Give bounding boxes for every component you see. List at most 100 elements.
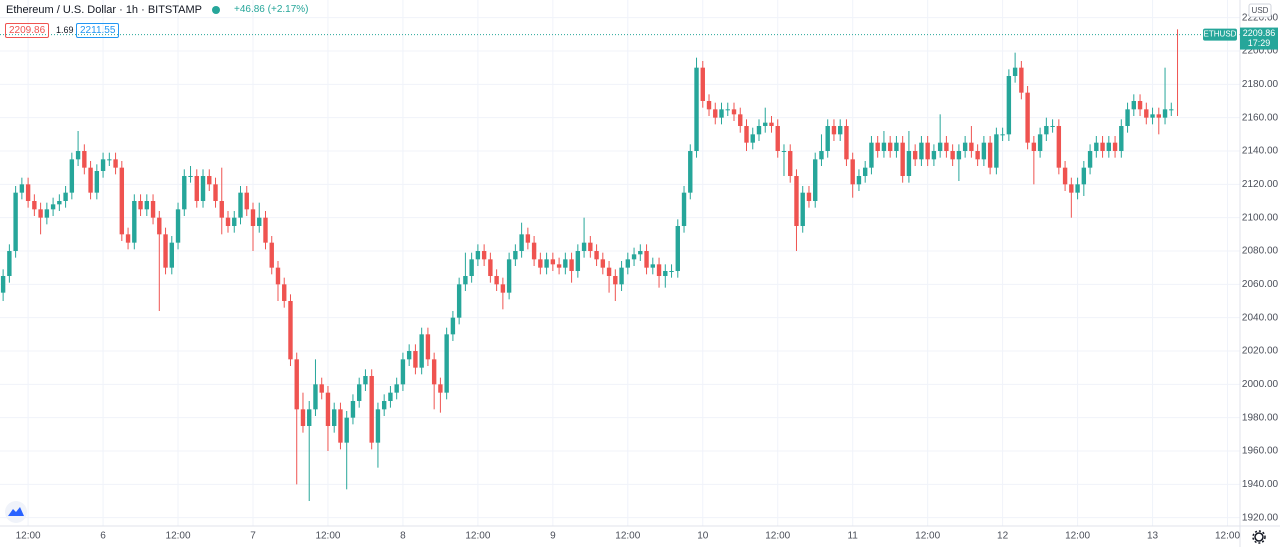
- candle-body: [931, 151, 937, 160]
- candle-body: [781, 151, 787, 152]
- bid[interactable]: 2209.86: [5, 23, 50, 38]
- candle-body: [1150, 114, 1155, 118]
- candle-body: [175, 209, 181, 243]
- candle-body: [775, 126, 780, 151]
- candle-body: [469, 259, 474, 276]
- candle-body: [506, 259, 512, 293]
- candle-body: [975, 151, 980, 160]
- candle-body: [625, 259, 631, 268]
- candle-body: [856, 176, 862, 185]
- candle-body: [1156, 114, 1161, 118]
- candle-body: [213, 184, 218, 201]
- candle-body: [581, 242, 587, 251]
- y-tick-label: 2120.00: [1242, 179, 1279, 190]
- candle-body: [862, 167, 868, 176]
- grid: [0, 0, 1240, 526]
- x-tick-label: 12:00: [1215, 531, 1240, 542]
- candle-body: [869, 142, 874, 168]
- candle-body: [1137, 101, 1143, 110]
- y-tick-label: 2080.00: [1242, 246, 1279, 257]
- x-tick-label: 12:00: [615, 531, 640, 542]
- candle-body: [906, 151, 912, 176]
- currency: USD: [1252, 6, 1269, 15]
- candle-body: [1112, 142, 1118, 151]
- candle-body: [13, 192, 18, 251]
- candle-body: [606, 267, 612, 276]
- candle-body: [25, 184, 31, 201]
- candle-body: [1031, 142, 1037, 151]
- candle-body: [94, 171, 100, 193]
- candle-body: [688, 151, 693, 193]
- candle-body: [850, 159, 855, 185]
- candle-body: [513, 251, 518, 260]
- candle-body: [1044, 126, 1049, 135]
- candle-body: [1094, 142, 1099, 151]
- x-tick-label: 12:00: [915, 531, 940, 542]
- candle-body: [282, 284, 287, 301]
- candle-body: [950, 151, 955, 160]
- candle-body: [1056, 126, 1062, 168]
- candle-body: [394, 384, 399, 393]
- candle-body: [994, 134, 999, 168]
- candle-body: [138, 201, 143, 210]
- candle-body: [257, 217, 262, 226]
- x-tick-label: 11: [847, 531, 858, 542]
- price-tag-text: 2209.86: [1243, 28, 1276, 38]
- x-tick-label: 8: [400, 531, 406, 542]
- candle-body: [294, 359, 299, 410]
- candle-body: [1037, 134, 1043, 151]
- candle-body: [375, 409, 381, 443]
- candle-body: [57, 201, 62, 205]
- candle-body: [525, 234, 531, 243]
- candle-body: [400, 359, 406, 385]
- candle-body: [706, 101, 712, 110]
- x-tick-label: 10: [697, 531, 709, 542]
- candle-body: [463, 276, 468, 285]
- candle-body: [1162, 109, 1168, 118]
- candle-body: [275, 267, 281, 285]
- candle-body: [731, 109, 737, 115]
- candle-body: [19, 184, 25, 193]
- candle-body: [1019, 67, 1024, 93]
- candle-body: [481, 251, 487, 260]
- candle-body: [332, 409, 337, 426]
- candle-body: [806, 192, 812, 201]
- candle-body: [887, 142, 893, 151]
- y-tick-label: 2180.00: [1242, 79, 1279, 90]
- candle-body: [925, 142, 930, 160]
- candle-body: [669, 271, 674, 272]
- candle-body: [769, 122, 774, 126]
- candle-body: [350, 401, 356, 418]
- candle-body: [494, 276, 499, 285]
- candle-body: [113, 159, 118, 168]
- candle-body: [969, 142, 974, 151]
- candle-body: [881, 142, 887, 151]
- y-tick-label: 2160.00: [1242, 112, 1279, 123]
- x-tick-label: 12:00: [166, 531, 191, 542]
- candle-body: [444, 334, 449, 393]
- candle-body: [163, 234, 168, 268]
- candle-body: [419, 334, 424, 368]
- candle-body: [919, 142, 924, 160]
- candle-body: [681, 192, 687, 226]
- x-tick-label: 6: [100, 531, 106, 542]
- candle-body: [225, 217, 231, 226]
- candle-body: [738, 114, 743, 126]
- candle-body: [544, 259, 549, 268]
- settings-icon[interactable]: [1252, 530, 1266, 544]
- x-tick-label: 12:00: [315, 531, 340, 542]
- ask[interactable]: 2211.55: [76, 23, 120, 38]
- candle-body: [912, 151, 918, 160]
- candle-body: [232, 217, 237, 226]
- candle-body: [744, 126, 749, 143]
- candle-body: [813, 159, 818, 201]
- candle-body: [244, 192, 249, 210]
- candle-body: [288, 301, 293, 360]
- candle-body: [100, 159, 106, 171]
- x-tick-label: 12:00: [1065, 531, 1090, 542]
- x-tick-label: 9: [550, 531, 556, 542]
- candle-body: [1069, 184, 1074, 193]
- x-tick-label: 12:00: [765, 531, 790, 542]
- candle-body: [819, 151, 824, 160]
